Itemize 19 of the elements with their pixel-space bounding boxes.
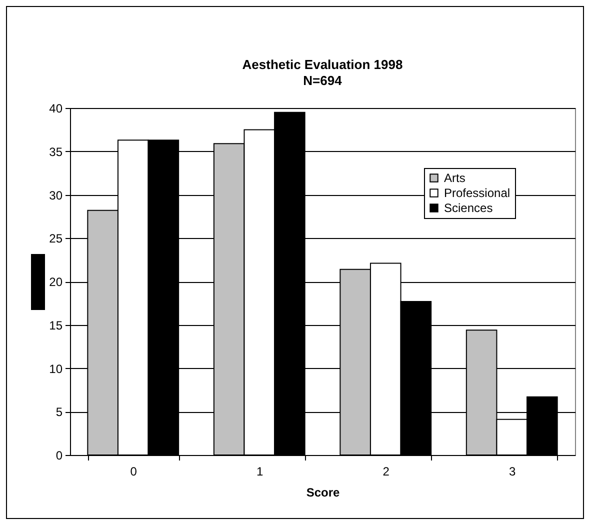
legend-label: Arts: [444, 171, 466, 185]
x-tick-label: 3: [509, 464, 516, 478]
y-tick-label: 30: [49, 188, 63, 202]
y-tick-label: 25: [49, 232, 63, 246]
legend-label: Professional: [444, 186, 510, 200]
x-axis-title: Score: [306, 486, 340, 500]
x-tick-label: 1: [256, 464, 264, 478]
y-tick-label: 40: [49, 102, 63, 116]
chart-subtitle: N=694: [303, 73, 343, 88]
y-tick-label: 5: [56, 405, 63, 420]
y-tick-label: 15: [49, 318, 63, 332]
y-tick-label: 20: [49, 275, 63, 289]
x-tick-label: 2: [382, 464, 390, 478]
x-tick-label: 0: [130, 464, 138, 478]
y-tick-label: 35: [49, 144, 63, 159]
y-tick-label: 0: [56, 448, 63, 462]
chart-title: Aesthetic Evaluation 1998: [242, 57, 403, 72]
y-tick-label: 10: [49, 362, 63, 376]
legend-label: Sciences: [444, 201, 493, 215]
